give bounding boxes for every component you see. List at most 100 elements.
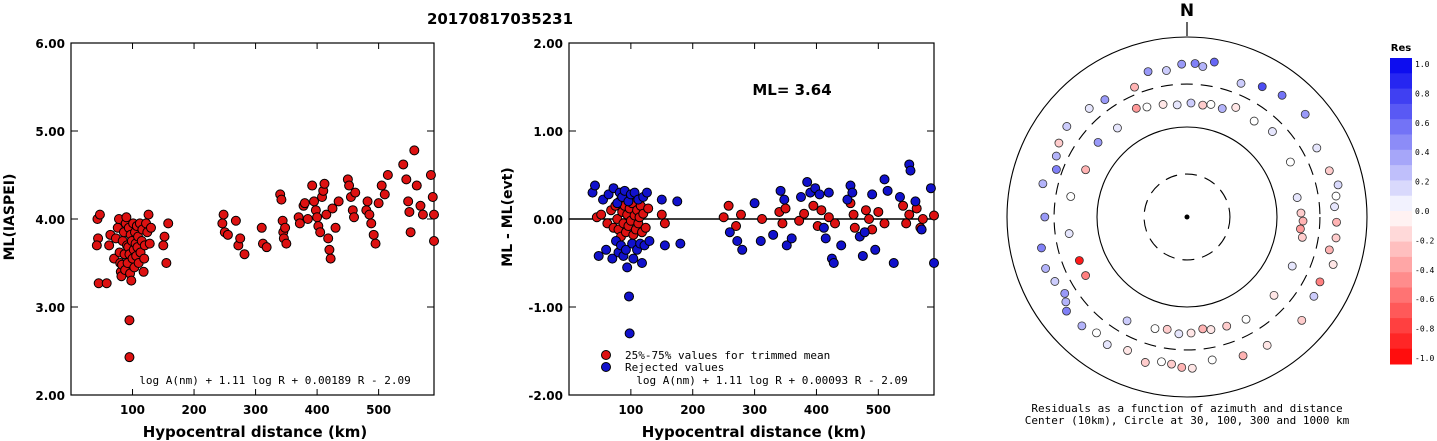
azimuth-station-point: [1081, 165, 1091, 175]
azimuth-station-point: [1315, 277, 1325, 287]
residual-point-blue: [820, 233, 831, 244]
colorbar-tick-label: -0.8: [1415, 325, 1434, 334]
legend-red-label: 25%-75% values for trimmed mean: [625, 349, 830, 362]
azimuth-station-point: [1131, 103, 1141, 113]
residual-point-red: [864, 214, 875, 224]
ml-point-red: [321, 209, 332, 220]
residual-point-blue: [675, 238, 686, 249]
azimuth-station-point: [1074, 256, 1084, 265]
colorbar-cell: [1390, 211, 1412, 227]
residual-point-blue: [607, 253, 618, 264]
azimuth-station-point: [1037, 243, 1046, 253]
azimuth-station-point: [1287, 261, 1297, 271]
ml-vs-distance-formula: log A(nm) + 1.11 log R + 0.00189 R - 2.0…: [139, 374, 411, 387]
azimuth-station-point: [1177, 59, 1187, 69]
azimuth-station-point: [1174, 329, 1184, 339]
azimuth-station-point: [1206, 325, 1216, 334]
ml-point-red: [235, 233, 246, 244]
ml-point-red: [261, 242, 272, 253]
residual-point-blue: [882, 185, 893, 196]
residual-point-red: [799, 208, 810, 219]
ml-point-red: [373, 198, 384, 209]
azimuth-station-point: [1102, 340, 1112, 350]
residual-xlabel: Hypocentral distance (km): [642, 423, 867, 441]
residual-point-blue: [786, 233, 797, 244]
residual-point-red: [643, 203, 654, 214]
residual-point-red: [898, 200, 909, 211]
ml-point-red: [124, 315, 135, 326]
ml-point-red: [101, 278, 112, 289]
residual-point-blue: [724, 227, 735, 238]
ml-point-red: [158, 240, 169, 251]
azimuth-station-point: [1332, 217, 1341, 227]
residual-point-blue: [905, 165, 916, 176]
azimuth-station-point: [1331, 233, 1341, 243]
residual-point-red: [731, 221, 742, 232]
residual-point-blue: [601, 244, 612, 255]
azimuth-station-point: [1324, 245, 1334, 255]
residual-point-blue: [593, 250, 604, 261]
ml-point-red: [349, 212, 360, 223]
residual-point-blue: [641, 187, 652, 198]
azimuth-station-point: [1060, 289, 1070, 298]
azimuth-station-point: [1140, 358, 1150, 367]
ml-point-red: [364, 209, 375, 220]
residual-point-blue: [916, 224, 927, 235]
azimuth-station-point: [1123, 346, 1132, 355]
ml-point-red: [325, 253, 336, 264]
residual-point-red: [757, 214, 768, 224]
azimuth-station-point: [1051, 151, 1061, 161]
ml-point-red: [239, 249, 250, 260]
colorbar-cell: [1390, 180, 1412, 197]
azimuth-station-point: [1331, 191, 1341, 201]
residual-point-red: [718, 212, 729, 223]
ml-xtick-label: 200: [182, 403, 207, 417]
colorbar-tick-label: 1.0: [1415, 60, 1430, 69]
ml-point-red: [370, 238, 381, 249]
ring-1000km: [1006, 36, 1368, 398]
azimuth-residual-chart: N Residuals as a function of azimuth and…: [1006, 1, 1368, 427]
residual-point-red: [917, 214, 928, 224]
azimuth-station-point: [1190, 59, 1200, 68]
residual-point-blue: [879, 174, 890, 185]
azimuth-station-point: [1093, 137, 1103, 147]
azimuth-station-point: [1296, 224, 1305, 234]
residual-point-blue: [925, 183, 936, 194]
ml-point-red: [104, 240, 115, 251]
residual-point-red: [735, 209, 746, 220]
colorbar-tick-label: -0.4: [1415, 266, 1434, 275]
colorbar-cell: [1390, 103, 1412, 120]
azimuth-station-point: [1167, 359, 1176, 369]
residual-point-blue: [779, 194, 790, 205]
ml-point-red: [366, 218, 377, 229]
residual-xtick-label: 500: [866, 403, 891, 417]
residual-xtick-label: 200: [680, 403, 705, 417]
azimuth-station-point: [1269, 290, 1279, 300]
residual-point-blue: [910, 196, 921, 207]
residual-point-red: [848, 209, 859, 220]
azimuth-station-point: [1330, 202, 1339, 212]
azimuth-station-point: [1217, 104, 1227, 113]
residual-point-blue: [732, 236, 743, 246]
ml-point-red: [429, 209, 439, 220]
residual-ytick-label: 1.00: [533, 125, 563, 139]
residual-point-blue: [628, 253, 639, 264]
ml-point-red: [280, 222, 291, 233]
azimuth-station-point: [1062, 122, 1072, 131]
residual-point-blue: [859, 227, 870, 238]
azimuth-station-point: [1162, 66, 1171, 75]
azimuth-station-point: [1172, 100, 1182, 110]
azimuth-station-point: [1300, 109, 1310, 119]
ml-point-red: [91, 240, 102, 251]
azimuth-station-point: [1158, 100, 1168, 109]
azimuth-station-point: [1207, 355, 1217, 365]
azimuth-station-point: [1050, 277, 1060, 286]
ml-point-red: [333, 196, 344, 207]
colorbar-cell: [1390, 272, 1412, 288]
residual-point-blue: [624, 291, 635, 302]
colorbar-cell: [1390, 195, 1412, 212]
residual-point-blue: [672, 196, 683, 207]
azimuth-caption-line2: Center (10km), Circle at 30, 100, 300 an…: [1025, 414, 1350, 427]
azimuth-station-point: [1297, 232, 1307, 242]
residual-point-blue: [659, 240, 670, 251]
